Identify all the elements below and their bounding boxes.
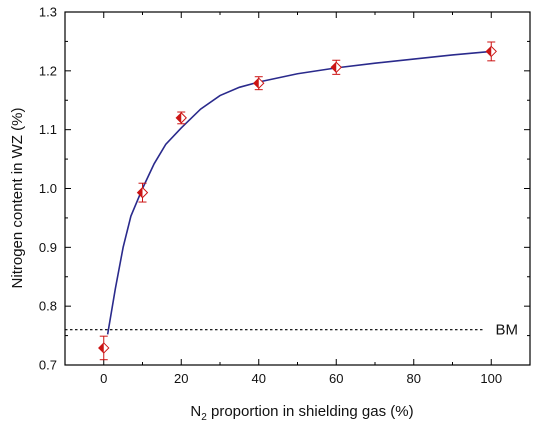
data-point-fill xyxy=(98,342,104,353)
plot-frame xyxy=(64,11,531,366)
x-tick-label: 0 xyxy=(100,371,107,386)
y-tick-label: 0.7 xyxy=(39,358,57,373)
x-tick-label: 100 xyxy=(480,371,502,386)
data-point-fill xyxy=(486,46,492,57)
y-tick-label: 1.0 xyxy=(39,181,57,196)
fit-curve xyxy=(106,50,492,335)
x-tick-label: 60 xyxy=(329,371,343,386)
data-point-fill xyxy=(331,62,337,73)
x-tick-label: 80 xyxy=(407,371,421,386)
y-tick-label: 1.2 xyxy=(39,63,57,78)
data-point-fill xyxy=(137,187,143,198)
y-tick-label: 1.1 xyxy=(39,122,57,137)
y-axis-title: Nitrogen content in WZ (%) xyxy=(9,108,26,289)
y-tick-label: 0.8 xyxy=(39,299,57,314)
x-tick-label: 20 xyxy=(174,371,188,386)
data-point-fill xyxy=(253,78,259,89)
plot-area: 0 20 40 60 80 100 0.7 0.8 0.9 1.0 1.1 1.2 1.3 BM xyxy=(39,5,531,386)
x-tick-label: 40 xyxy=(252,371,266,386)
x-axis-title: N2 proportion in shielding gas (%) xyxy=(190,403,413,423)
data-point-fill xyxy=(176,112,182,123)
bm-label: BM xyxy=(496,322,519,339)
y-tick-label: 1.3 xyxy=(39,5,57,20)
y-tick-label: 0.9 xyxy=(39,240,57,255)
